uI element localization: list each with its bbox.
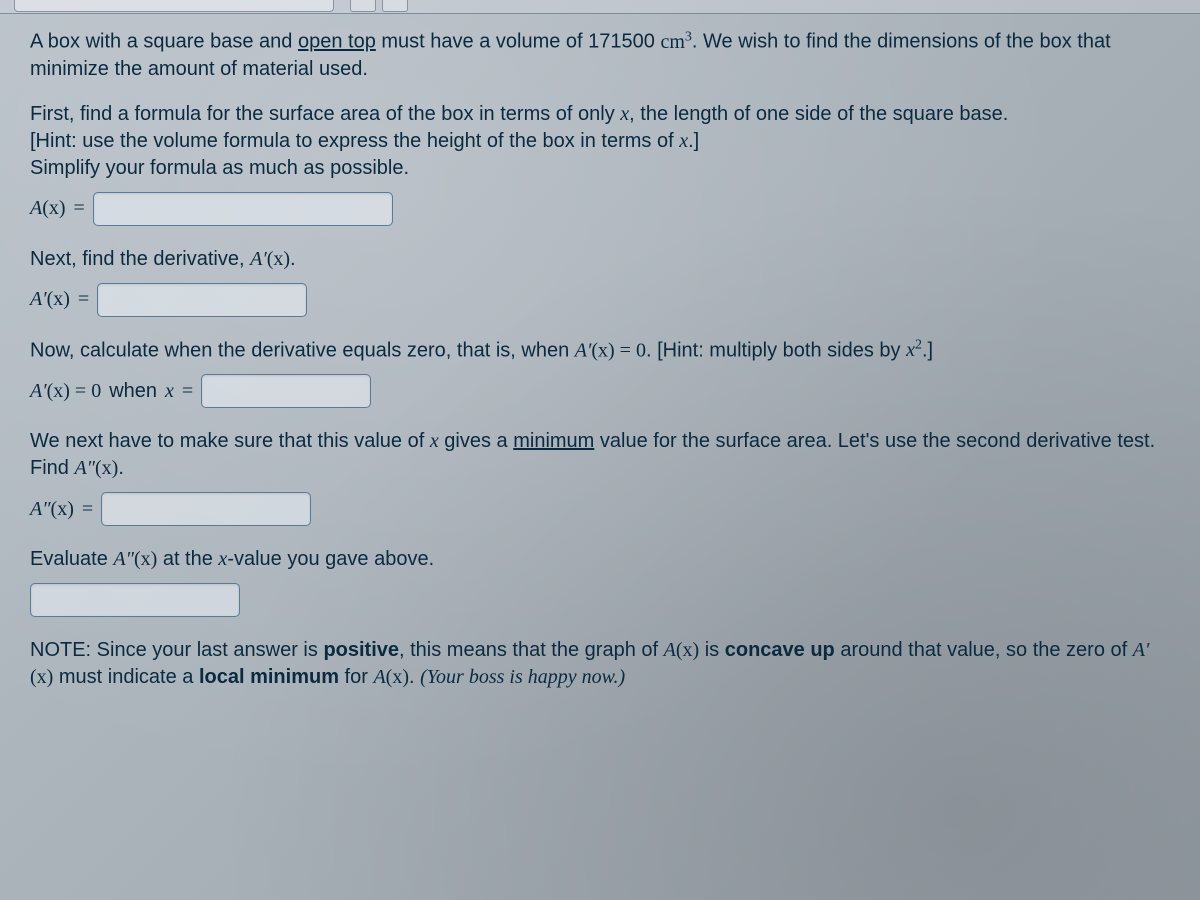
step-1-text: First, find a formula for the surface ar… bbox=[30, 101, 1170, 182]
answer-row-A2: A″(x) = bbox=[30, 492, 1170, 526]
answer-row-A: A(x) = bbox=[30, 192, 1170, 226]
answer-row-A2-eval bbox=[30, 583, 1170, 617]
step-3-text: Now, calculate when the derivative equal… bbox=[30, 337, 1170, 365]
note-paragraph: NOTE: Since your last answer is positive… bbox=[30, 637, 1170, 691]
step-2: Next, find the derivative, A′(x). A′(x) … bbox=[30, 246, 1170, 317]
input-A2-eval[interactable] bbox=[30, 583, 240, 617]
label-Aprime-of-x: A′(x) bbox=[30, 286, 70, 313]
step-4: We next have to make sure that this valu… bbox=[30, 428, 1170, 526]
step-2-text: Next, find the derivative, A′(x). bbox=[30, 246, 1170, 273]
answer-row-Aprime: A′(x) = bbox=[30, 283, 1170, 317]
input-critical-x[interactable] bbox=[201, 374, 371, 408]
step-4-text: We next have to make sure that this valu… bbox=[30, 428, 1170, 482]
step-5-text: Evaluate A″(x) at the x-value you gave a… bbox=[30, 546, 1170, 573]
problem-body: A box with a square base and open top mu… bbox=[0, 0, 1200, 721]
step-5: Evaluate A″(x) at the x-value you gave a… bbox=[30, 546, 1170, 617]
open-top-phrase: open top bbox=[298, 31, 376, 53]
label-Aprime-eq-0: A′(x) = 0 bbox=[30, 378, 101, 405]
step-3: Now, calculate when the derivative equal… bbox=[30, 337, 1170, 409]
input-A2-of-x[interactable] bbox=[101, 492, 311, 526]
step-1: First, find a formula for the surface ar… bbox=[30, 101, 1170, 226]
input-Aprime-of-x[interactable] bbox=[97, 283, 307, 317]
label-A-of-x: A(x) bbox=[30, 195, 66, 222]
label-A2-of-x: A″(x) bbox=[30, 496, 74, 523]
input-A-of-x[interactable] bbox=[93, 192, 393, 226]
intro-paragraph: A box with a square base and open top mu… bbox=[30, 28, 1170, 83]
answer-row-critical-x: A′(x) = 0 when x = bbox=[30, 374, 1170, 408]
